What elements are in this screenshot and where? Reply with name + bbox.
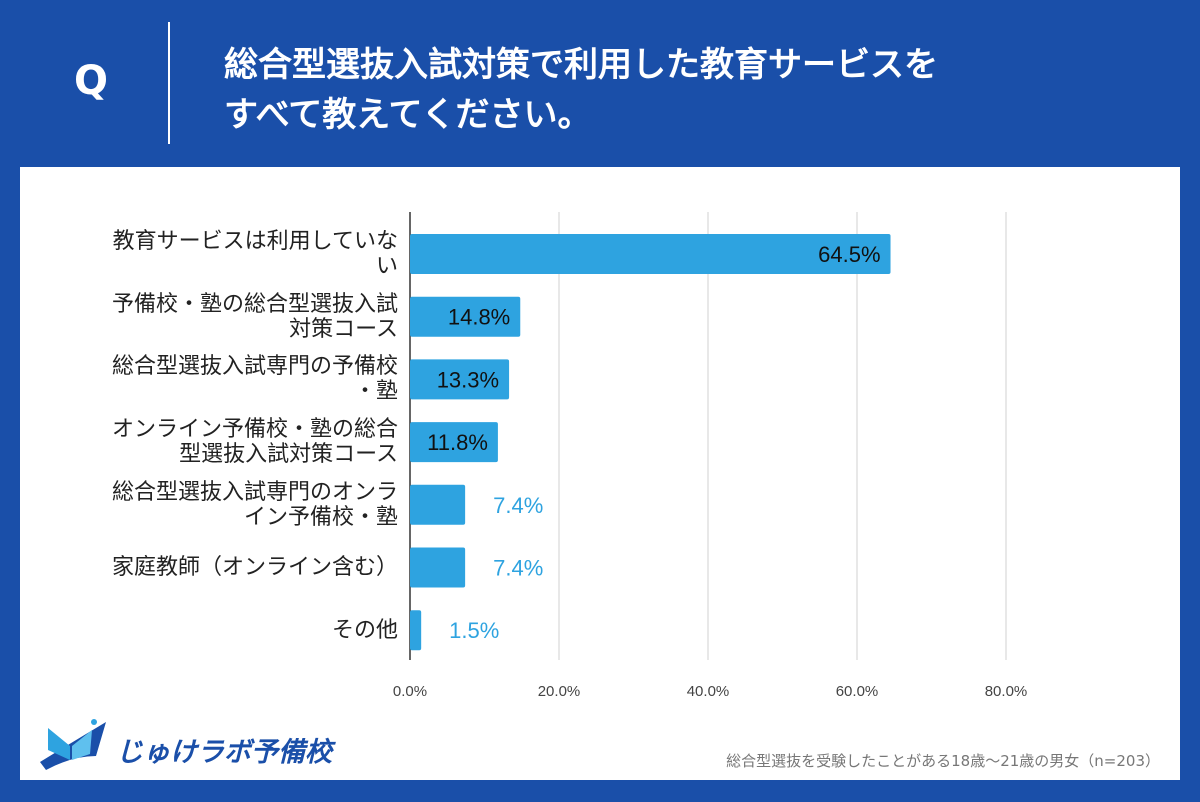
question-title: 総合型選抜入試対策で利用した教育サービスを すべて教えてください。 bbox=[224, 40, 938, 140]
category-label: 予備校・塾の総合型選抜入試対策コース bbox=[111, 291, 398, 342]
x-tick-label: 20.0% bbox=[538, 683, 581, 700]
brand-logo-text: じゅけラボ予備校 bbox=[116, 737, 332, 768]
category-label: 家庭教師（オンライン含む） bbox=[111, 555, 398, 580]
bar bbox=[410, 547, 466, 588]
bar bbox=[410, 359, 510, 400]
q-label: Q bbox=[74, 58, 109, 104]
question-line-2: すべて教えてください。 bbox=[224, 95, 592, 135]
data-label: 13.3% bbox=[437, 367, 499, 392]
x-tick-label: 40.0% bbox=[687, 683, 730, 700]
category-label: 総合型選抜入試専門のオンライン予備校・塾 bbox=[111, 479, 398, 530]
data-label: 64.5% bbox=[818, 242, 880, 267]
data-label: 1.5% bbox=[449, 618, 499, 643]
category-label: オンライン予備校・塾の総合型選抜入試対策コース bbox=[111, 417, 398, 468]
category-label: 教育サービスは利用していない bbox=[112, 229, 398, 279]
data-label: 11.8% bbox=[427, 430, 488, 455]
category-label: その他 bbox=[331, 617, 398, 643]
data-label: 14.8% bbox=[448, 305, 510, 330]
x-tick-label: 80.0% bbox=[985, 683, 1028, 700]
x-tick-label: 0.0% bbox=[393, 683, 427, 700]
bar bbox=[410, 234, 891, 274]
question-line-1: 総合型選抜入試対策で利用した教育サービスを bbox=[224, 45, 938, 85]
bar bbox=[410, 296, 521, 337]
survey-note: 総合型選抜を受験したことがある18歳～21歳の男女（n=203） bbox=[726, 752, 1160, 770]
divider bbox=[168, 22, 170, 144]
bar bbox=[410, 610, 422, 651]
logo-book-icon bbox=[40, 719, 106, 770]
category-label: 総合型選抜入試専門の予備校・塾 bbox=[111, 354, 398, 405]
bar bbox=[410, 422, 498, 463]
x-tick-label: 60.0% bbox=[836, 683, 879, 700]
data-label: 7.4% bbox=[493, 493, 543, 518]
data-label: 7.4% bbox=[493, 556, 543, 581]
bar bbox=[410, 484, 466, 525]
